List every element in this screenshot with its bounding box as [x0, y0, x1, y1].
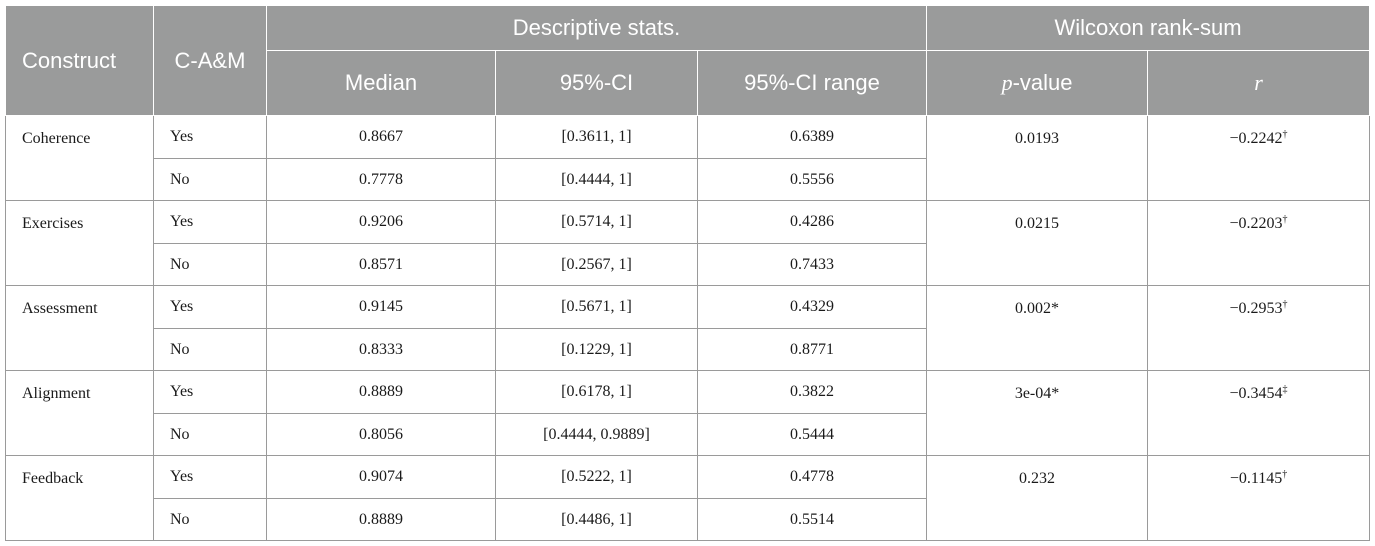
table-row: Feedback Yes 0.9074 [0.5222, 1] 0.4778 0…	[5, 455, 1371, 541]
table-header: Construct C-A&M Descriptive stats. Wilco…	[5, 5, 1371, 116]
table-row: Coherence Yes 0.8667 [0.3611, 1] 0.6389 …	[5, 115, 1371, 201]
header-wilcoxon: Wilcoxon rank-sum	[926, 5, 1371, 51]
construct-cell: Assessment	[5, 285, 154, 371]
cam-cell: Yes	[153, 115, 267, 159]
r-cell: −0.2953†	[1147, 285, 1371, 371]
ci-cell: [0.2567, 1]	[495, 243, 698, 286]
cam-cell: No	[153, 498, 267, 541]
table-row: Assessment Yes 0.9145 [0.5671, 1] 0.4329…	[5, 285, 1371, 371]
header-p-value: p-value	[926, 50, 1149, 116]
median-cell: 0.9145	[266, 285, 496, 329]
ci-range-cell: 0.4329	[696, 285, 928, 329]
r-mark: ‡	[1282, 384, 1288, 395]
table-row: No 0.8571 [0.2567, 1] 0.7433	[6, 243, 1370, 286]
r-value: −0.3454	[1229, 385, 1283, 402]
header-median: Median	[266, 50, 496, 116]
r-value: −0.1145	[1229, 470, 1283, 487]
ci-cell: [0.5714, 1]	[495, 200, 698, 244]
cam-cell: No	[153, 328, 267, 371]
p-value-cell: 0.002*	[926, 285, 1149, 371]
r-value: −0.2242	[1229, 130, 1283, 147]
r-mark: †	[1282, 469, 1288, 480]
cam-cell: Yes	[153, 455, 267, 499]
ci-cell: [0.6178, 1]	[495, 370, 698, 414]
ci-cell: [0.4486, 1]	[495, 498, 698, 541]
r-cell: −0.1145†	[1147, 455, 1371, 541]
ci-range-cell: 0.5514	[696, 498, 928, 541]
results-table: Construct C-A&M Descriptive stats. Wilco…	[5, 5, 1371, 541]
construct-cell: Feedback	[5, 455, 154, 541]
cam-cell: Yes	[153, 200, 267, 244]
table-row: No 0.8889 [0.4486, 1] 0.5514	[6, 498, 1370, 541]
r-value: −0.2953	[1229, 300, 1283, 317]
median-cell: 0.7778	[266, 158, 496, 201]
table-row: Exercises Yes 0.9206 [0.5714, 1] 0.4286 …	[5, 200, 1371, 286]
median-cell: 0.8889	[266, 370, 496, 414]
ci-cell: [0.5222, 1]	[495, 455, 698, 499]
cam-cell: Yes	[153, 370, 267, 414]
ci-range-cell: 0.6389	[696, 115, 928, 159]
ci-cell: [0.4444, 0.9889]	[495, 413, 698, 456]
table-row: Alignment Yes 0.8889 [0.6178, 1] 0.3822 …	[5, 370, 1371, 456]
construct-cell: Exercises	[5, 200, 154, 286]
p-value-cell: 3e-04*	[926, 370, 1149, 456]
header-ci-range: 95%-CI range	[696, 50, 928, 116]
p-value-cell: 0.232	[926, 455, 1149, 541]
r-cell: −0.2242†	[1147, 115, 1371, 201]
header-cam: C-A&M	[153, 5, 267, 116]
header-p-italic: p	[1001, 70, 1013, 95]
ci-range-cell: 0.4778	[696, 455, 928, 499]
p-value-cell: 0.0193	[926, 115, 1149, 201]
header-ci: 95%-CI	[495, 50, 698, 116]
r-cell: −0.2203†	[1147, 200, 1371, 286]
r-mark: †	[1282, 299, 1288, 310]
ci-range-cell: 0.4286	[696, 200, 928, 244]
r-cell: −0.3454‡	[1147, 370, 1371, 456]
ci-range-cell: 0.3822	[696, 370, 928, 414]
header-construct: Construct	[5, 5, 154, 116]
ci-range-cell: 0.5444	[696, 413, 928, 456]
median-cell: 0.8333	[266, 328, 496, 371]
header-p-rest: -value	[1012, 70, 1073, 95]
ci-range-cell: 0.8771	[696, 328, 928, 371]
cam-cell: No	[153, 413, 267, 456]
median-cell: 0.8571	[266, 243, 496, 286]
median-cell: 0.8667	[266, 115, 496, 159]
ci-cell: [0.3611, 1]	[495, 115, 698, 159]
median-cell: 0.8056	[266, 413, 496, 456]
ci-cell: [0.1229, 1]	[495, 328, 698, 371]
median-cell: 0.9206	[266, 200, 496, 244]
table-row: No 0.7778 [0.4444, 1] 0.5556	[6, 158, 1370, 201]
r-mark: †	[1282, 214, 1288, 225]
cam-cell: Yes	[153, 285, 267, 329]
table-row: No 0.8333 [0.1229, 1] 0.8771	[6, 328, 1370, 371]
median-cell: 0.8889	[266, 498, 496, 541]
header-r: r	[1147, 50, 1371, 116]
ci-range-cell: 0.5556	[696, 158, 928, 201]
ci-cell: [0.5671, 1]	[495, 285, 698, 329]
table-body: Coherence Yes 0.8667 [0.3611, 1] 0.6389 …	[5, 115, 1371, 541]
r-value: −0.2203	[1229, 215, 1283, 232]
r-mark: †	[1282, 129, 1288, 140]
construct-cell: Alignment	[5, 370, 154, 456]
ci-cell: [0.4444, 1]	[495, 158, 698, 201]
table-row: No 0.8056 [0.4444, 0.9889] 0.5444	[6, 413, 1370, 456]
p-value-cell: 0.0215	[926, 200, 1149, 286]
header-descriptive-stats: Descriptive stats.	[265, 5, 928, 51]
median-cell: 0.9074	[266, 455, 496, 499]
ci-range-cell: 0.7433	[696, 243, 928, 286]
results-table-wrapper: Construct C-A&M Descriptive stats. Wilco…	[5, 5, 1371, 541]
construct-cell: Coherence	[5, 115, 154, 201]
cam-cell: No	[153, 243, 267, 286]
cam-cell: No	[153, 158, 267, 201]
